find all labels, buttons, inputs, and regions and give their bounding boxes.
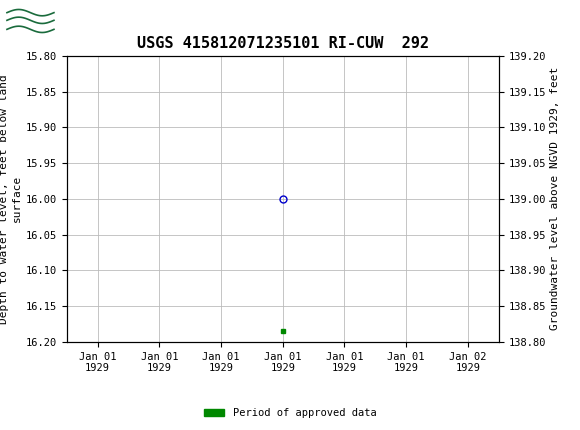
Text: USGS: USGS bbox=[61, 12, 125, 33]
Legend: Period of approved data: Period of approved data bbox=[200, 404, 380, 423]
Title: USGS 415812071235101 RI-CUW  292: USGS 415812071235101 RI-CUW 292 bbox=[137, 36, 429, 51]
Y-axis label: Groundwater level above NGVD 1929, feet: Groundwater level above NGVD 1929, feet bbox=[550, 67, 560, 331]
Y-axis label: Depth to water level, feet below land
surface: Depth to water level, feet below land su… bbox=[0, 74, 21, 324]
Bar bbox=[5, 6, 57, 40]
